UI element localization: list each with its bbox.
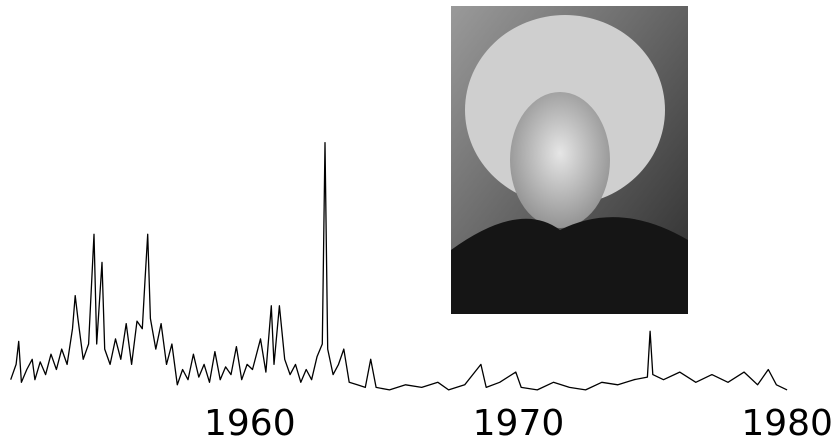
portrait-photo <box>451 6 688 314</box>
chart: 1960 1970 1980 <box>0 0 839 443</box>
x-tick-label: 1970 <box>473 403 565 443</box>
x-tick-label: 1960 <box>204 403 296 443</box>
page: {"chart_data": {"type": "line", "color":… <box>0 0 839 443</box>
x-tick-label: 1980 <box>741 403 833 443</box>
